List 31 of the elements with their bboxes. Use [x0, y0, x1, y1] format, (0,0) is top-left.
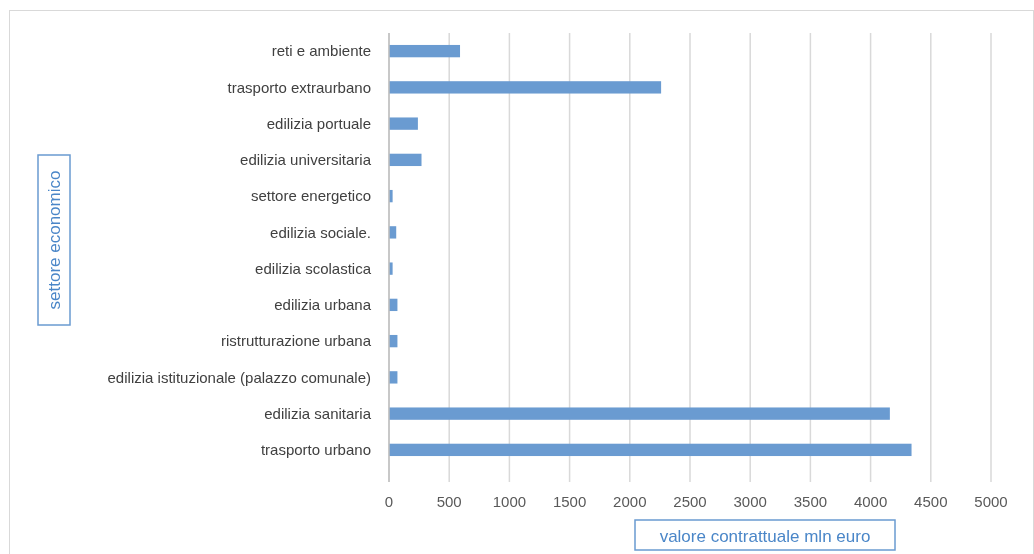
y-tick-label: ristrutturazione urbana	[220, 332, 372, 350]
y-tick-label: reti e ambiente	[271, 42, 371, 60]
bar	[389, 81, 662, 94]
y-tick-label: edilizia sanitaria	[264, 404, 372, 422]
y-tick-label: settore energetico	[250, 187, 371, 205]
x-tick-label: 2500	[673, 493, 707, 510]
x-tick-label: 0	[384, 493, 394, 510]
x-tick-label: 3000	[733, 493, 767, 510]
y-tick-label: edilizia istituzionale (palazzo comunale)	[107, 368, 371, 386]
y-axis-title: settore economico	[44, 170, 64, 310]
y-tick-label: edilizia urbana	[274, 296, 372, 314]
y-tick-label: trasporto urbano	[260, 441, 371, 459]
bar	[389, 407, 890, 420]
x-tick-label: 500	[436, 493, 462, 510]
x-tick-label: 3500	[793, 493, 828, 510]
y-tick-label: trasporto extraurbano	[227, 78, 371, 96]
bar	[389, 153, 422, 167]
y-tick-label: edilizia sociale.	[270, 223, 371, 241]
x-axis-title: valore contrattuale mln euro	[659, 526, 871, 546]
x-tick-label: 4500	[914, 493, 948, 510]
y-tick-label: edilizia universitaria	[240, 151, 372, 169]
bar	[389, 117, 418, 130]
bar	[389, 44, 461, 58]
x-tick-label: 1000	[492, 493, 527, 510]
y-tick-label: edilizia scolastica	[255, 259, 372, 277]
x-tick-label: 1500	[552, 493, 587, 510]
bar	[389, 443, 912, 457]
x-tick-label: 5000	[974, 493, 1008, 510]
y-tick-label: edilizia portuale	[266, 114, 371, 132]
x-tick-label: 2000	[613, 493, 647, 510]
x-tick-label: 4000	[853, 493, 888, 510]
